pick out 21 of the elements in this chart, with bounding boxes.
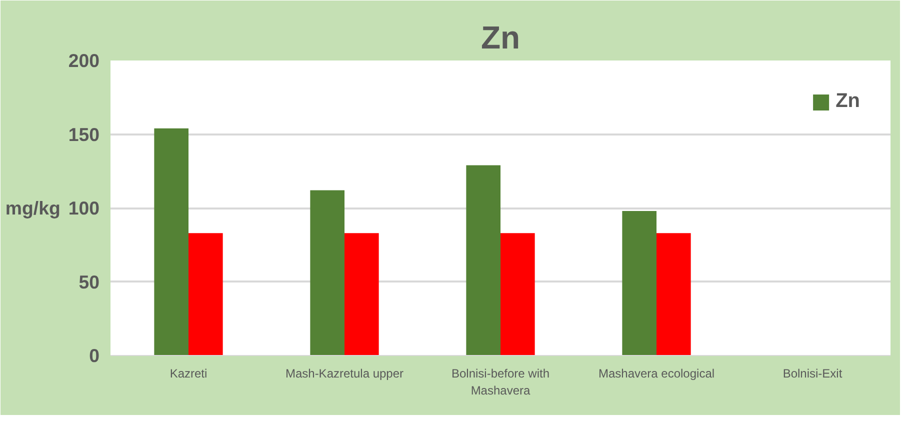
y-tick-label: 0	[89, 345, 100, 366]
bar	[154, 128, 188, 356]
bar	[622, 210, 656, 356]
y-axis-title: mg/kg	[5, 198, 60, 218]
bar	[310, 190, 344, 356]
x-tick-label: Kazreti	[170, 366, 208, 380]
y-tick-label: 50	[78, 271, 100, 292]
bar	[188, 233, 223, 356]
x-tick-label: Bolnisi-Exit	[782, 366, 843, 380]
x-tick-label: Mashavera ecological	[598, 366, 715, 380]
legend-label: Zn	[836, 90, 860, 113]
bar	[656, 233, 691, 356]
bar	[466, 165, 500, 356]
x-tick-label: Mash-Kazretula upper	[285, 366, 404, 380]
x-tick-label: Bolnisi-before with Mashavera	[451, 366, 550, 398]
bar	[344, 233, 379, 356]
chart-title: Zn	[480, 20, 520, 56]
y-tick-label: 150	[68, 124, 100, 145]
y-tick-label: 200	[68, 50, 100, 71]
bar	[500, 233, 535, 356]
y-tick-label: 100	[68, 198, 100, 218]
